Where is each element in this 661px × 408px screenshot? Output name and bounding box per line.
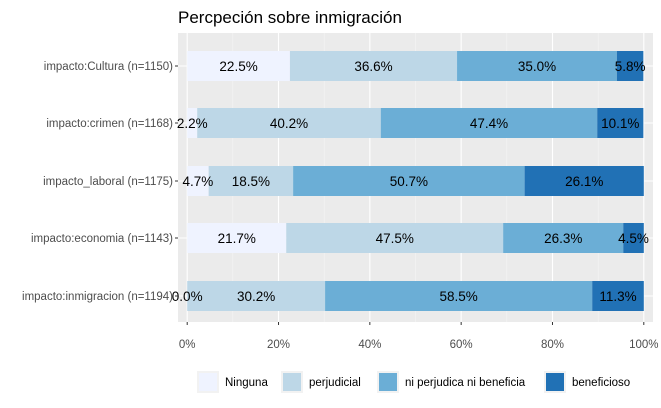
x-tick-label: 20%: [267, 339, 290, 351]
x-tick-label: 80%: [541, 339, 564, 351]
y-tick-label: impacto:inmigracion (n=1194): [22, 291, 173, 303]
y-tick-label: impacto:Cultura (n=1150): [44, 61, 173, 73]
bar-value-label: 35.0%: [518, 59, 556, 74]
bar-segment: [457, 51, 617, 81]
bar-segment: [187, 108, 198, 138]
bar-segment: [187, 51, 290, 81]
y-tick-label: impacto:economia (n=1143): [31, 233, 173, 245]
bar-value-label: 0.0%: [172, 289, 203, 304]
bar-segment: [293, 166, 525, 196]
legend-label: ni perjudica ni beneficia: [405, 377, 526, 389]
bar-segment: [325, 281, 593, 311]
x-tick-label: 100%: [629, 339, 658, 351]
legend-key: [283, 373, 301, 391]
bar-value-label: 26.3%: [544, 231, 582, 246]
x-tick-label: 40%: [358, 339, 381, 351]
bar-value-label: 21.7%: [218, 231, 256, 246]
bar-value-label: 18.5%: [232, 174, 270, 189]
bar-segment: [208, 166, 294, 196]
bar-value-label: 26.1%: [565, 174, 603, 189]
bar-segment: [503, 223, 624, 253]
y-tick-label: impacto:crimen (n=1168): [46, 118, 173, 130]
bar-segment: [616, 51, 644, 81]
bar-value-label: 2.2%: [177, 116, 208, 131]
bar-segment: [289, 51, 458, 81]
bar-segment: [592, 281, 644, 311]
x-axis: 0% 20% 40% 60% 80% 100%: [179, 322, 659, 351]
bar-value-label: 30.2%: [237, 289, 275, 304]
bar-segment: [380, 108, 598, 138]
bar-value-label: 40.2%: [270, 116, 308, 131]
bar-value-label: 5.8%: [615, 59, 646, 74]
chart-title: Percpeción sobre inmigración: [178, 8, 402, 27]
bar-segment: [187, 166, 209, 196]
bar-value-label: 10.1%: [601, 116, 639, 131]
bars-group: [187, 51, 644, 311]
bar-value-label: 50.7%: [390, 174, 428, 189]
legend-label: Ninguna: [225, 377, 268, 389]
bar-value-label: 11.3%: [599, 289, 636, 304]
legend-key: [546, 373, 564, 391]
legend: Ninguna perjudicial ni perjudica ni benefi…: [197, 371, 630, 393]
y-tick-label: impacto_laboral (n=1175): [43, 176, 173, 188]
bar-value-label: 47.4%: [470, 116, 508, 131]
legend-key: [199, 373, 217, 391]
bar-value-label: 4.5%: [618, 231, 649, 246]
bar-segment: [286, 223, 504, 253]
legend-key: [379, 373, 397, 391]
bar-segment: [197, 108, 381, 138]
bar-value-label: 47.5%: [376, 231, 414, 246]
bar-value-label: 36.6%: [354, 59, 392, 74]
x-tick-label: 0%: [179, 339, 196, 351]
bar-value-label: 22.5%: [219, 59, 257, 74]
x-tick-label: 60%: [450, 339, 473, 351]
legend-label: beneficioso: [572, 377, 630, 389]
bar-labels-group: 22.5% 36.6% 35.0% 5.8% 2.2% 40.2% 47.4% 10.1% 4.…: [172, 59, 649, 304]
bar-segment: [187, 281, 326, 311]
bar-segment: [187, 223, 287, 253]
bar-segment: [597, 108, 644, 138]
legend-label: perjudicial: [309, 377, 361, 389]
bar-value-label: 58.5%: [440, 289, 478, 304]
bar-value-label: 4.7%: [183, 174, 214, 189]
bar-segment: [623, 223, 644, 253]
y-axis: impacto:Cultura (n=1150) impacto:crimen (…: [22, 61, 178, 303]
bar-segment: [524, 166, 644, 196]
